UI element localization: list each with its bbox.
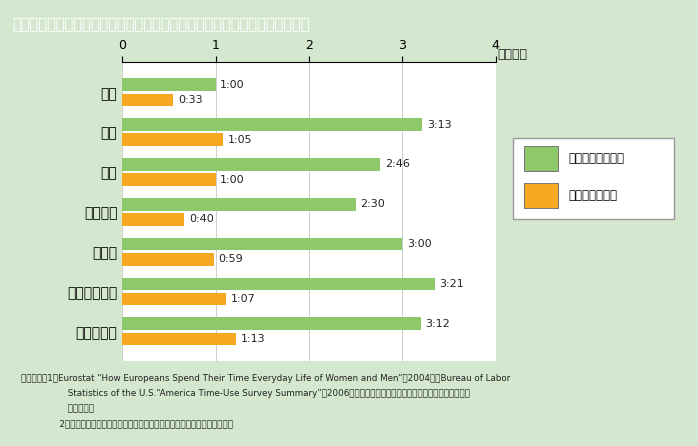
Bar (524, 146, 558, 171)
Bar (122, 78, 216, 91)
Text: 1:00: 1:00 (220, 80, 245, 90)
Text: 2:30: 2:30 (360, 199, 385, 209)
Text: 1:13: 1:13 (240, 334, 265, 344)
Text: 2:46: 2:46 (385, 159, 410, 169)
Bar (122, 293, 226, 306)
Bar (122, 253, 214, 266)
Text: 1:00: 1:00 (220, 174, 245, 185)
Text: 0:59: 0:59 (218, 254, 244, 264)
Text: 3:00: 3:00 (407, 239, 431, 249)
Text: 1:05: 1:05 (228, 135, 253, 145)
Bar (122, 238, 402, 251)
Bar (122, 198, 355, 211)
Bar (122, 118, 422, 131)
FancyBboxPatch shape (513, 138, 674, 219)
Text: 0:40: 0:40 (189, 215, 214, 224)
Bar (122, 277, 435, 290)
Bar (122, 158, 380, 171)
Text: 0:33: 0:33 (178, 95, 203, 105)
Text: うち育児の時間: うち育児の時間 (569, 189, 618, 202)
Bar (122, 173, 216, 186)
Text: 3:21: 3:21 (440, 279, 464, 289)
Bar (122, 94, 174, 106)
Bar (122, 213, 184, 226)
Text: （時間）: （時間） (498, 48, 528, 62)
Bar (524, 183, 558, 208)
Text: （備考）　1．Eurostat “How Europeans Spend Their Time Everyday Life of Women and Men”（: （備考） 1．Eurostat “How Europeans Spend The… (21, 374, 510, 383)
Bar (122, 333, 236, 345)
Text: 2．日本の数値は，「夫婦と子どもの世帯」に限定した夫の時間である。: 2．日本の数値は，「夫婦と子どもの世帯」に限定した夫の時間である。 (21, 420, 233, 429)
Bar (122, 133, 223, 146)
Bar (122, 318, 421, 330)
Text: 3:13: 3:13 (427, 120, 452, 130)
Text: 第１－３－５図　６歳未満児のいる夫の家事・育児関連時間（１日当たり）: 第１－３－５図 ６歳未満児のいる夫の家事・育児関連時間（１日当たり） (13, 17, 310, 32)
Text: 3:12: 3:12 (426, 319, 450, 329)
Text: 家事関連時間全体: 家事関連時間全体 (569, 152, 625, 165)
Text: Statistics of the U.S.“America Time-Use Survey Summary”（2006）及び総務省「社会生活基本調査」（平成１: Statistics of the U.S.“America Time-Use … (21, 389, 470, 398)
Text: 1:07: 1:07 (231, 294, 256, 304)
Text: より作成。: より作成。 (21, 405, 94, 413)
